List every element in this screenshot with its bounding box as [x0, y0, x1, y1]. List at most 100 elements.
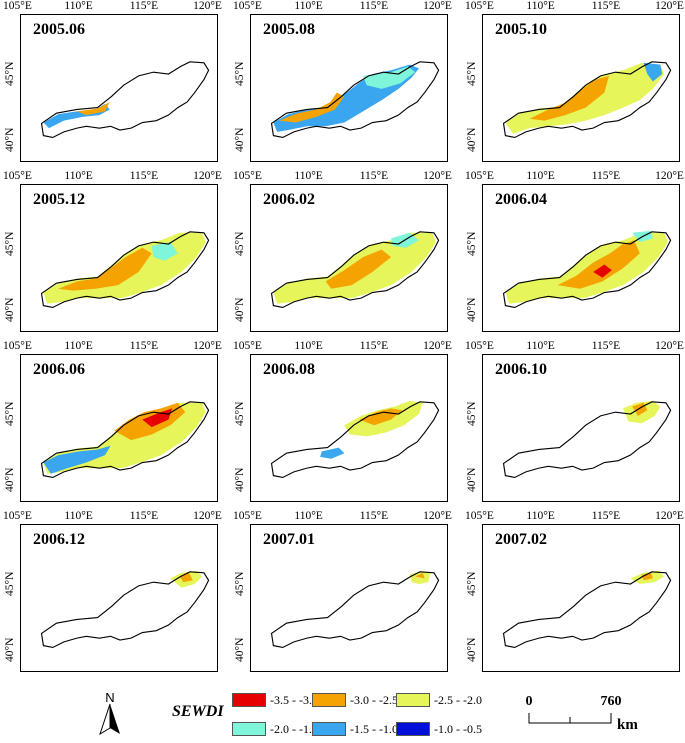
region-map — [502, 400, 672, 479]
map-panel: 2006.06 — [20, 354, 218, 502]
x-tick-label: 105°E — [3, 170, 32, 182]
region-outline — [40, 61, 210, 139]
y-tick-label: 45°N — [234, 571, 246, 596]
drought-patch — [325, 249, 391, 289]
drought-patch — [279, 92, 345, 123]
map-panel: 2006.12 — [20, 524, 218, 672]
legend-swatch — [232, 722, 266, 736]
drought-patch — [58, 247, 152, 291]
legend-label: -1.5 - -1.0 — [350, 722, 398, 736]
region-outline — [270, 231, 440, 309]
x-tick-label: 110°E — [64, 510, 93, 522]
x-tick-label: 110°E — [526, 0, 555, 12]
y-tick-label: 40°N — [466, 637, 478, 662]
x-tick-label: 120°E — [423, 340, 452, 352]
panel-date-title: 2006.04 — [495, 191, 547, 208]
north-label: N — [105, 690, 114, 705]
region-outline — [270, 401, 440, 479]
x-tick-label: 110°E — [64, 0, 93, 12]
legend-swatch — [396, 693, 430, 707]
x-tick-label: 105°E — [465, 510, 494, 522]
y-tick-label: 45°N — [4, 61, 16, 86]
y-tick-label: 45°N — [4, 401, 16, 426]
map-panel: 2005.08 — [250, 14, 448, 162]
drought-patch — [593, 264, 612, 278]
legend-swatch — [396, 722, 430, 736]
region-map — [40, 401, 210, 479]
x-tick-label: 115°E — [129, 510, 159, 522]
map-panel: 2006.08 — [250, 354, 448, 502]
drought-patch — [557, 240, 640, 289]
drought-patch — [415, 572, 425, 579]
region-map — [270, 231, 440, 309]
region-map — [270, 570, 440, 649]
x-tick-label: 105°E — [465, 170, 494, 182]
map-panel: 2005.10 — [482, 14, 680, 162]
panel-date-title: 2006.12 — [33, 531, 85, 548]
y-tick-label: 45°N — [466, 61, 478, 86]
y-tick-label: 45°N — [234, 401, 246, 426]
x-tick-label: 110°E — [64, 170, 93, 182]
panel-date-title: 2006.08 — [263, 361, 315, 378]
x-tick-label: 120°E — [193, 340, 222, 352]
x-tick-label: 110°E — [526, 170, 555, 182]
scale-start: 0 — [526, 694, 533, 709]
x-tick-label: 110°E — [64, 340, 93, 352]
region-outline — [502, 231, 672, 309]
region-outline — [40, 401, 210, 479]
y-tick-label: 40°N — [4, 637, 16, 662]
x-tick-label: 115°E — [129, 170, 159, 182]
x-tick-label: 115°E — [359, 340, 389, 352]
panel-date-title: 2005.12 — [33, 191, 85, 208]
region-outline — [270, 61, 440, 139]
map-panel: 2005.06 — [20, 14, 218, 162]
x-tick-label: 115°E — [591, 0, 621, 12]
x-tick-label: 105°E — [233, 510, 262, 522]
x-tick-label: 120°E — [193, 170, 222, 182]
legend-swatch — [232, 693, 266, 707]
region-outline — [270, 571, 440, 649]
x-tick-label: 115°E — [359, 510, 389, 522]
north-arrow: N — [96, 690, 124, 743]
map-panel: 2007.01 — [250, 524, 448, 672]
legend-title: SEWDI — [172, 703, 224, 720]
x-tick-label: 115°E — [591, 170, 621, 182]
x-tick-label: 105°E — [3, 0, 32, 12]
x-tick-label: 120°E — [655, 510, 684, 522]
panel-date-title: 2007.02 — [495, 531, 547, 548]
x-tick-label: 120°E — [423, 170, 452, 182]
y-tick-label: 40°N — [234, 127, 246, 152]
panel-date-title: 2005.10 — [495, 21, 547, 38]
region-outline — [502, 571, 672, 649]
map-panel: 2006.10 — [482, 354, 680, 502]
region-outline — [502, 401, 672, 479]
region-outline — [502, 61, 672, 139]
x-tick-label: 105°E — [233, 340, 262, 352]
x-tick-label: 115°E — [591, 510, 621, 522]
legend-swatch — [312, 693, 346, 707]
map-panel: 2007.02 — [482, 524, 680, 672]
x-tick-label: 115°E — [359, 170, 389, 182]
map-panel: 2006.02 — [250, 184, 448, 332]
x-tick-label: 110°E — [294, 0, 323, 12]
legend-label: -3.5 - -3.0 — [270, 693, 318, 707]
x-tick-label: 115°E — [129, 340, 159, 352]
region-map — [40, 570, 210, 649]
y-tick-label: 40°N — [234, 467, 246, 492]
x-tick-label: 110°E — [294, 340, 323, 352]
region-map — [502, 61, 672, 139]
region-outline — [40, 231, 210, 309]
x-tick-label: 120°E — [193, 0, 222, 12]
y-tick-label: 40°N — [466, 297, 478, 322]
region-map — [40, 231, 210, 309]
region-map — [502, 230, 672, 309]
x-tick-label: 110°E — [526, 340, 555, 352]
drought-patch — [641, 572, 653, 581]
x-tick-label: 115°E — [129, 0, 159, 12]
x-tick-label: 120°E — [193, 510, 222, 522]
panel-date-title: 2006.02 — [263, 191, 315, 208]
y-tick-label: 40°N — [466, 467, 478, 492]
y-tick-label: 40°N — [234, 637, 246, 662]
x-tick-label: 120°E — [655, 0, 684, 12]
y-tick-label: 40°N — [4, 297, 16, 322]
